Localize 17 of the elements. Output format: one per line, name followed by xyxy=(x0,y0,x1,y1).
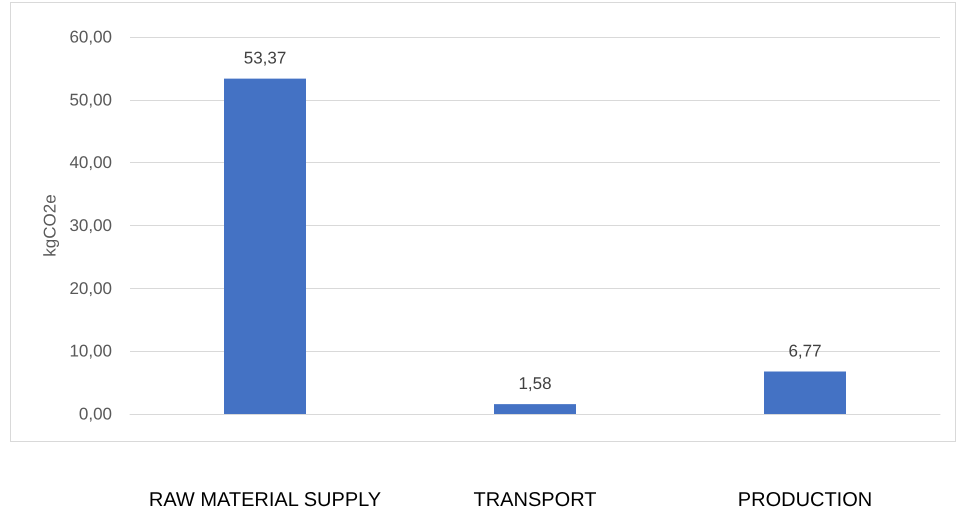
y-tick-label: 40,00 xyxy=(69,153,112,172)
x-tick-label: RAW MATERIAL SUPPLY xyxy=(148,489,382,511)
x-tick-label: PRODUCTION xyxy=(738,489,872,511)
y-tick-label: 50,00 xyxy=(69,90,112,110)
data-label: 6,77 xyxy=(788,341,822,360)
data-label: 53,37 xyxy=(244,48,286,68)
y-tick-label: 20,00 xyxy=(69,278,112,298)
y-tick-label: 30,00 xyxy=(69,216,112,235)
data-label: 1,58 xyxy=(518,374,552,394)
y-tick-label: 60,00 xyxy=(69,28,112,46)
bar xyxy=(764,371,846,414)
y-tick-label: 10,00 xyxy=(69,342,112,361)
x-tick-label: TRANSPORT xyxy=(474,489,596,511)
y-tick-label: 0,00 xyxy=(78,404,112,424)
bar xyxy=(224,78,306,414)
y-axis-title: kgCO2e xyxy=(40,194,60,257)
bar xyxy=(494,404,576,414)
